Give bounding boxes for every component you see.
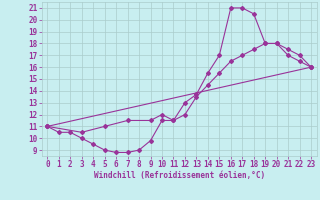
X-axis label: Windchill (Refroidissement éolien,°C): Windchill (Refroidissement éolien,°C)	[94, 171, 265, 180]
